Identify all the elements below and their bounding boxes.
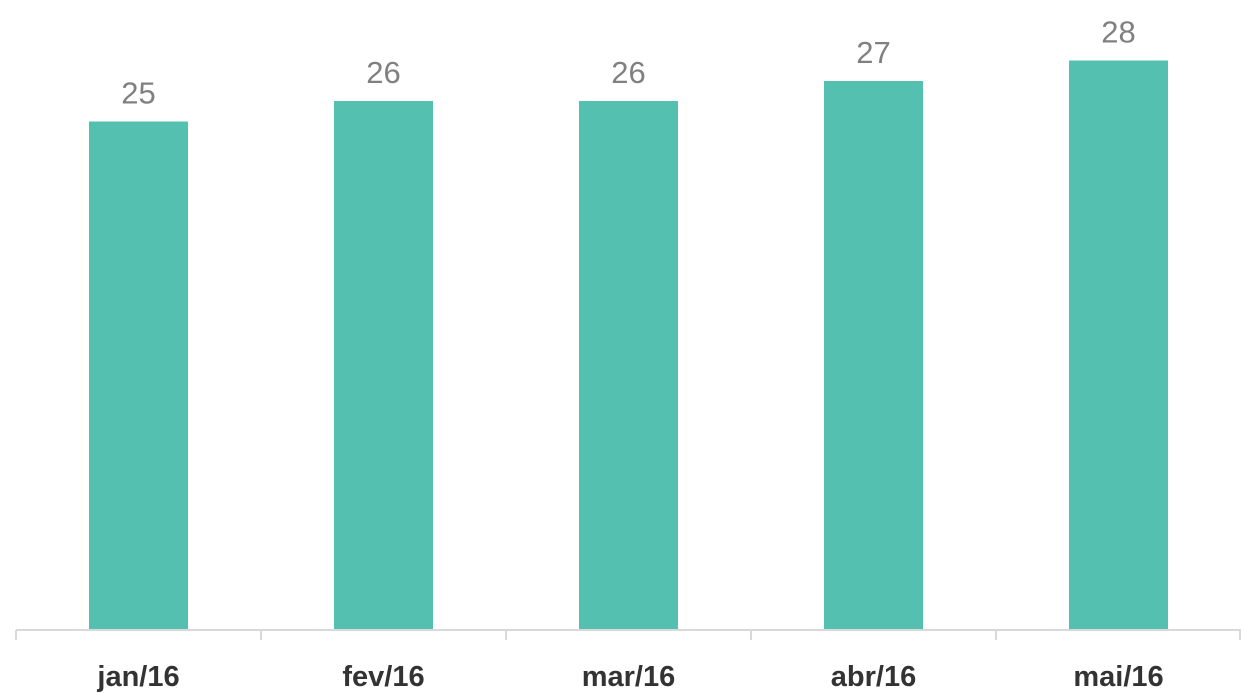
bars-layer [89,60,1168,630]
x-tick-label: jan/16 [96,661,179,693]
x-tick-label: abr/16 [831,661,916,693]
bar-mai/16 [1069,60,1168,630]
bar-jan/16 [89,121,188,629]
data-label: 25 [121,76,155,111]
x-axis [15,629,1241,640]
x-tick-label: mai/16 [1073,661,1163,693]
x-axis-tick-labels: jan/16 fev/16 mar/16 abr/16 mai/16 [96,661,1163,693]
x-tick-label: fev/16 [342,661,424,693]
data-label: 26 [366,55,400,90]
data-label: 27 [856,35,890,70]
bar-abr/16 [824,80,923,629]
bar-fev/16 [334,101,433,629]
data-labels-layer: 25 26 26 27 28 [121,15,1135,111]
data-label: 26 [611,55,645,90]
data-label: 28 [1101,15,1135,50]
x-tick-label: mar/16 [582,661,676,693]
bar-mar/16 [579,101,678,629]
